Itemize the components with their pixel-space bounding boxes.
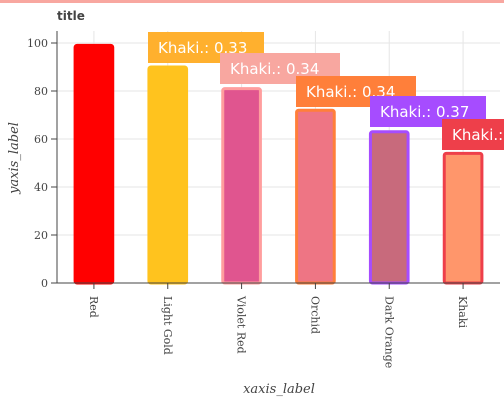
x-tick-label: Khaki [456,296,469,329]
x-tick-label: Violet Red [235,295,248,354]
x-tick-label: Dark Orange [382,296,395,368]
bar-violet-red [221,87,262,285]
y-tick-label: 60 [34,133,48,146]
y-tick-label: 80 [34,85,48,98]
axes: 0 20 40 60 80 100 Red Light Gold Violet Red Orchi… [27,31,500,368]
y-tick-label: 100 [27,37,48,50]
y-tick-label: 40 [34,181,48,194]
x-tick-label: Light Gold [161,296,174,355]
y-axis-label: yaxis_label [7,122,22,195]
tooltip-box [442,119,504,150]
bar-orchid [295,108,336,285]
bar-dark-orange [368,130,410,285]
tooltip-text: Khaki.: 0.33 [158,39,247,57]
x-tick-label: Red [87,296,100,318]
bar-light-gold [147,65,189,285]
tooltip-text: Khaki.: 0.34 [230,60,319,78]
bar-khaki [442,151,484,285]
chart-title: title [57,9,85,23]
y-tick-label: 0 [41,277,48,290]
x-tick-label: Orchid [308,296,321,334]
x-axis-label: xaxis_label [243,382,315,397]
tooltip-text: Khaki.: 0.37 [380,103,469,121]
bar-red [73,43,115,285]
tooltip-text: Khaki.: [452,126,503,144]
y-tick-label: 20 [34,229,48,242]
top-border [0,0,504,3]
